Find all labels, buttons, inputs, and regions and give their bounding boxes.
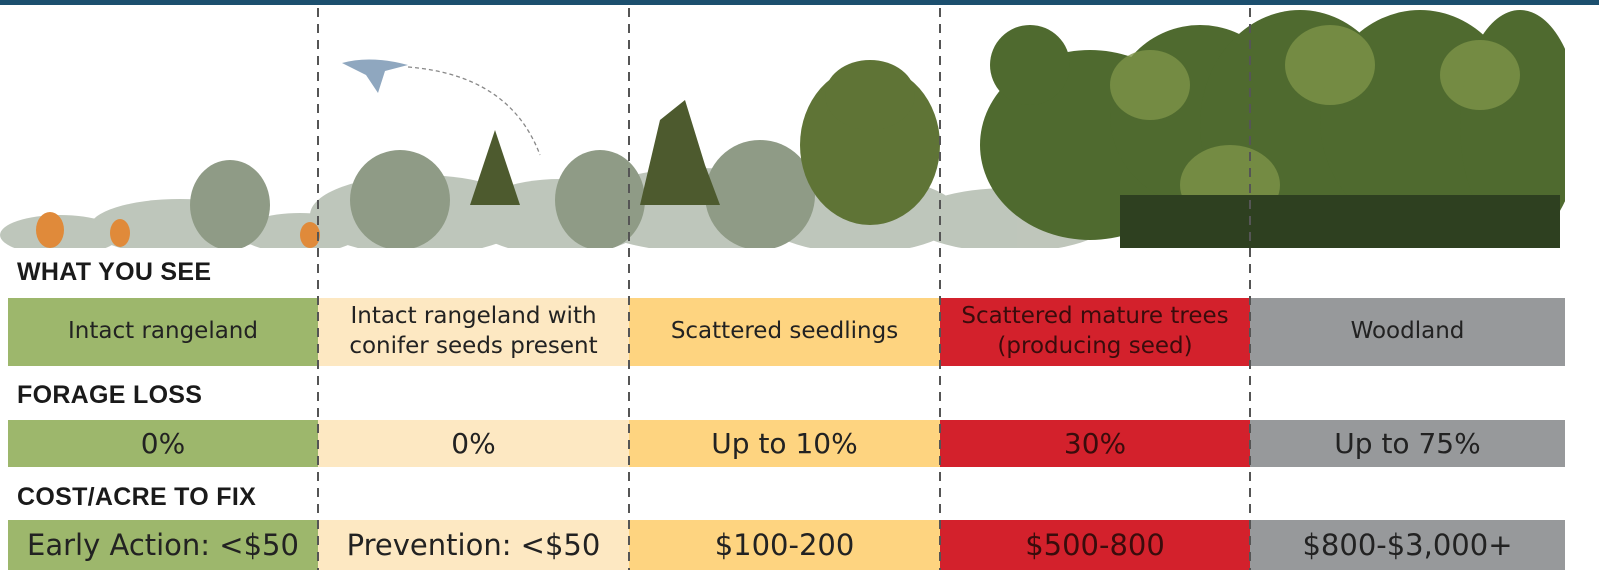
section-heading: COST/ACRE TO FIX xyxy=(17,483,256,512)
cost-cell: Prevention: <$50 xyxy=(318,520,629,570)
stage-cell: Intact rangeland with conifer seeds pres… xyxy=(318,298,629,366)
section-heading: FORAGE LOSS xyxy=(17,381,202,410)
stage-cell: Scattered seedlings xyxy=(629,298,940,366)
page: WHAT YOU SEE Intact rangeland Intact ran… xyxy=(0,0,1599,582)
forage-cell: 0% xyxy=(318,420,629,467)
forage-cell: Up to 75% xyxy=(1250,420,1565,467)
forage-cell: 30% xyxy=(940,420,1250,467)
forage-cell: Up to 10% xyxy=(629,420,940,467)
forage-cell: 0% xyxy=(8,420,318,467)
stage-cell: Woodland xyxy=(1250,298,1565,366)
cost-cell: $500-800 xyxy=(940,520,1250,570)
section-heading: WHAT YOU SEE xyxy=(17,258,211,287)
cost-cell: $800-$3,000+ xyxy=(1250,520,1565,570)
stage-cell: Scattered mature trees (producing seed) xyxy=(940,298,1250,366)
cost-cell: $100-200 xyxy=(629,520,940,570)
landscape-illustration xyxy=(0,5,1565,248)
stage-cell: Intact rangeland xyxy=(8,298,318,366)
cost-cell: Early Action: <$50 xyxy=(8,520,318,570)
